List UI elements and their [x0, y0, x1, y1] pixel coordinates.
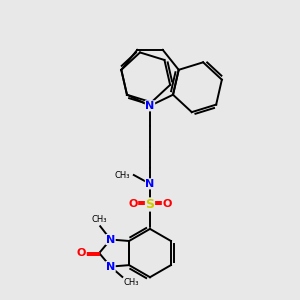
Text: N: N [106, 262, 115, 272]
Text: N: N [106, 235, 115, 244]
Text: N: N [146, 101, 154, 111]
Text: O: O [128, 200, 138, 209]
Text: N: N [146, 179, 154, 189]
Text: O: O [77, 248, 86, 258]
Text: S: S [146, 198, 154, 211]
Text: CH₃: CH₃ [115, 170, 130, 179]
Text: CH₃: CH₃ [124, 278, 139, 287]
Text: CH₃: CH₃ [91, 215, 106, 224]
Text: O: O [162, 200, 172, 209]
